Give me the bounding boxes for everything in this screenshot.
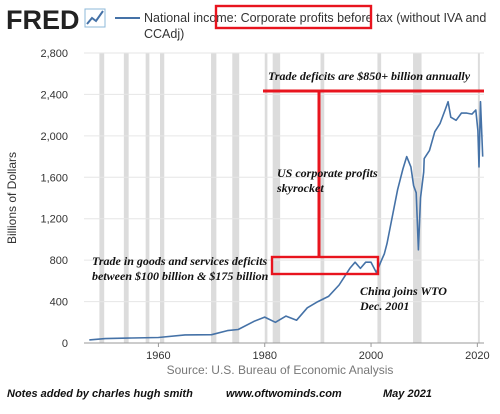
- recession-band: [377, 53, 382, 343]
- y-tick-label: 0: [62, 338, 68, 350]
- fred-graph-icon: [84, 8, 106, 28]
- y-tick-label: 400: [50, 297, 68, 309]
- footer-website: www.oftwominds.com: [226, 388, 342, 400]
- y-tick-labels: 0 400 800 1,200 1,600 2,000 2,400 2,800: [40, 48, 68, 350]
- recession-band: [160, 53, 165, 343]
- x-tick-labels: 1960 1980 2000 2020: [146, 343, 490, 362]
- y-tick-label: 2,800: [40, 48, 68, 60]
- y-tick-label: 1,600: [40, 172, 68, 184]
- annotation-deficit-high: Trade deficits are $850+ billion annuall…: [268, 69, 471, 83]
- annotation-1990s-box: [270, 255, 380, 276]
- legend-prefix: National income:: [144, 11, 241, 25]
- legend-line2: CCAdj): [144, 27, 184, 41]
- recession-band: [320, 53, 325, 343]
- x-tick-label: 2020: [465, 350, 489, 362]
- recession-band: [413, 53, 422, 343]
- recession-band: [264, 53, 268, 343]
- recession-band: [123, 53, 129, 343]
- recession-band: [211, 53, 217, 343]
- y-tick-label: 1,200: [40, 214, 68, 226]
- footer-date: May 2021: [383, 388, 432, 400]
- y-axis-label: Billions of Dollars: [5, 152, 19, 244]
- fred-logo: FRED: [6, 5, 80, 35]
- x-tick-label: 1980: [252, 350, 276, 362]
- y-tick-label: 2,400: [40, 89, 68, 101]
- legend-highlight-box: [214, 4, 373, 30]
- legend-highlight: Corporate profits before tax: [241, 11, 394, 25]
- y-tick-label: 800: [50, 255, 68, 267]
- recession-bands: [99, 53, 480, 343]
- footer: Notes added by charles hugh smith www.of…: [0, 384, 500, 414]
- legend-suffix: (without IVA and: [393, 11, 487, 25]
- annotation-profits: US corporate profits skyrocket: [276, 166, 381, 195]
- source-text: Source: U.S. Bureau of Economic Analysis: [167, 363, 394, 377]
- chart: FRED National income: Corporate profits …: [5, 4, 490, 377]
- recession-band: [232, 53, 240, 343]
- recession-band: [145, 53, 150, 343]
- annotation-china-wto: China joins WTO Dec. 2001: [359, 284, 450, 313]
- plot-area: [84, 53, 484, 343]
- annotation-deficit-low: Trade in goods and services deficits bet…: [92, 254, 270, 283]
- x-tick-label: 2000: [359, 350, 383, 362]
- footer-credit: Notes added by charles hugh smith: [7, 388, 193, 400]
- recession-band: [99, 53, 105, 343]
- y-tick-label: 2,000: [40, 131, 68, 143]
- recession-band: [272, 53, 281, 343]
- series-line: [89, 100, 484, 341]
- legend-label: National income: Corporate profits befor…: [144, 11, 490, 41]
- recession-band: [477, 53, 480, 343]
- x-tick-label: 1960: [146, 350, 170, 362]
